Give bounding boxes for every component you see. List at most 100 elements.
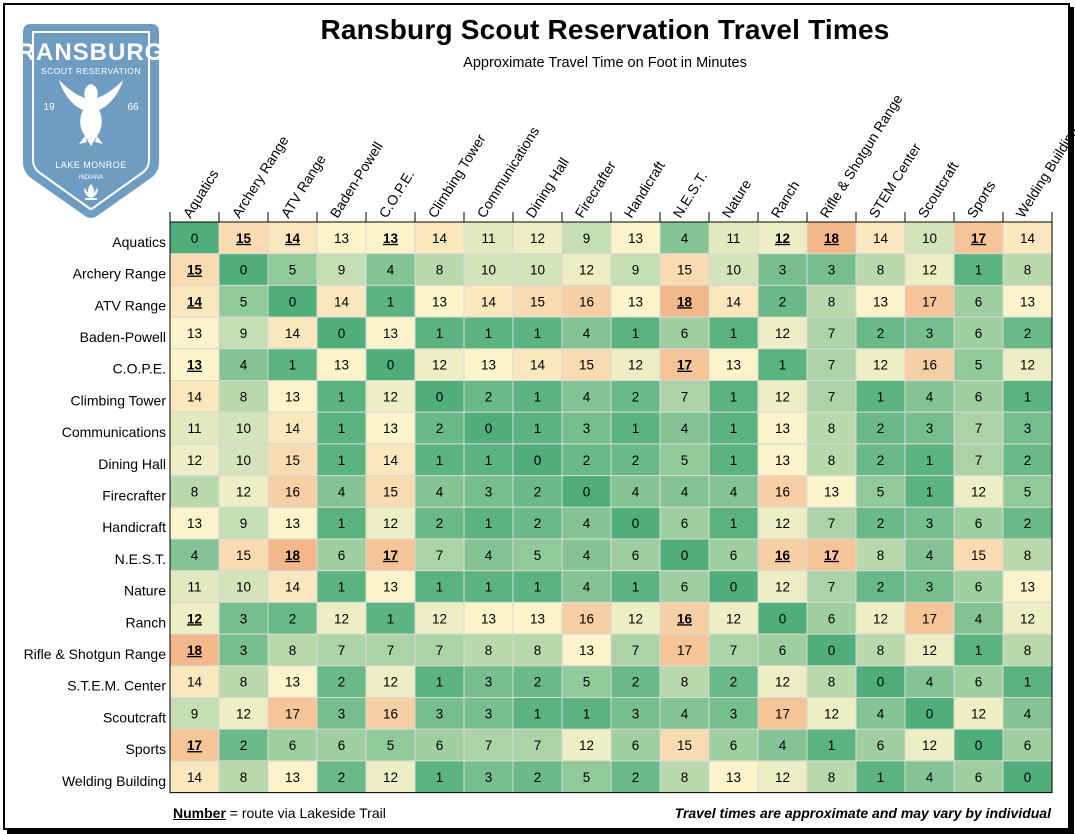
- cell-value: 4: [779, 738, 787, 753]
- cell-value: 2: [534, 516, 542, 531]
- cell-value: 4: [240, 358, 248, 373]
- cell-value: 3: [1024, 421, 1032, 436]
- heatmap-cell: [1002, 221, 1053, 255]
- heatmap-cell: [316, 506, 367, 540]
- cell-value: 7: [338, 643, 346, 658]
- cell-value: 9: [338, 263, 346, 278]
- cell-value: 12: [187, 453, 202, 468]
- heatmap-cell: [463, 221, 514, 255]
- heatmap-cell: [806, 506, 857, 540]
- cell-value: 8: [681, 675, 689, 690]
- row-label: Archery Range: [73, 266, 167, 282]
- heatmap-cell: [316, 760, 367, 794]
- heatmap-cell: [512, 697, 563, 730]
- heatmap-cell: [953, 443, 1004, 477]
- cell-value: 13: [187, 358, 203, 373]
- cell-value: 13: [383, 421, 398, 436]
- heatmap-cell: [218, 601, 269, 635]
- cell-value: 1: [1024, 389, 1032, 404]
- row-label: S.T.E.M. Center: [67, 678, 166, 694]
- heatmap-cell: [218, 348, 269, 381]
- heatmap-cell: [904, 348, 955, 381]
- heatmap-cell: [218, 633, 269, 667]
- cell-value: 1: [485, 453, 493, 468]
- cell-value: 7: [485, 738, 493, 753]
- cell-value: 4: [681, 484, 689, 499]
- cell-value: 9: [240, 326, 248, 341]
- heatmap-cell: [169, 633, 220, 667]
- cell-value: 8: [877, 263, 885, 278]
- cell-value: 12: [579, 263, 594, 278]
- heatmap-cell: [169, 284, 220, 318]
- cell-value: 12: [873, 358, 888, 373]
- heatmap-cell: [610, 601, 661, 635]
- cell-value: 1: [338, 421, 346, 436]
- heatmap-cell: [365, 633, 416, 667]
- heatmap-cell: [610, 633, 661, 667]
- cell-value: 2: [338, 770, 346, 785]
- cell-value: 13: [334, 358, 349, 373]
- cell-value: 1: [828, 738, 836, 753]
- cell-value: 13: [1020, 294, 1035, 309]
- cell-value: 5: [975, 358, 983, 373]
- cell-value: 4: [338, 484, 346, 499]
- cell-value: 12: [775, 770, 790, 785]
- cell-value: 3: [730, 706, 738, 721]
- heatmap-cell: [463, 284, 514, 318]
- heatmap-cell: [512, 475, 563, 508]
- heatmap-cell: [267, 411, 318, 445]
- cell-value: 13: [334, 231, 349, 246]
- cell-value: 8: [1024, 643, 1032, 658]
- cell-value: 4: [583, 326, 591, 341]
- heatmap-cell: [659, 316, 710, 350]
- heatmap-cell: [659, 601, 710, 635]
- footer-legend-word: Number: [173, 805, 226, 821]
- heatmap-cell: [708, 475, 759, 508]
- cell-value: 6: [730, 548, 738, 563]
- heatmap-cell: [1002, 728, 1053, 762]
- cell-value: 0: [632, 516, 640, 531]
- cell-value: 0: [436, 389, 444, 404]
- cell-value: 3: [485, 484, 493, 499]
- cell-value: 3: [779, 263, 787, 278]
- cell-value: 1: [436, 675, 444, 690]
- cell-value: 2: [436, 421, 444, 436]
- cell-value: 15: [677, 738, 692, 753]
- heatmap-cell: [267, 538, 318, 572]
- cell-value: 8: [534, 643, 542, 658]
- cell-value: 14: [334, 294, 350, 309]
- cell-value: 10: [481, 263, 496, 278]
- heatmap-cell: [904, 633, 955, 667]
- heatmap-cell: [1002, 348, 1053, 381]
- heatmap-cell: [855, 253, 906, 286]
- cell-value: 7: [828, 326, 836, 341]
- heatmap-cell: [365, 728, 416, 762]
- cell-value: 4: [681, 706, 689, 721]
- heatmap-cell: [218, 665, 269, 698]
- cell-value: 1: [436, 770, 444, 785]
- cell-value: 10: [726, 263, 741, 278]
- heatmap-cell: [218, 221, 269, 255]
- cell-value: 12: [334, 611, 349, 626]
- column-label: C.O.P.E.: [375, 167, 417, 221]
- heatmap-cell: [218, 411, 269, 445]
- heatmap-cell: [806, 284, 857, 318]
- logo-year-right: 66: [127, 102, 139, 113]
- heatmap-cell: [904, 221, 955, 255]
- heatmap-cell: [1002, 316, 1053, 350]
- heatmap-cell: [218, 316, 269, 350]
- heatmap-cell: [659, 284, 710, 318]
- heatmap-cell: [267, 570, 318, 603]
- cell-value: 2: [534, 770, 542, 785]
- cell-value: 13: [824, 484, 839, 499]
- heatmap-cell: [708, 411, 759, 445]
- heatmap-cell: [708, 728, 759, 762]
- heatmap-cell: [316, 284, 367, 318]
- cell-value: 16: [775, 548, 791, 563]
- row-label: Baden-Powell: [80, 329, 166, 345]
- heatmap-cell: [659, 506, 710, 540]
- heatmap-cell: [414, 506, 465, 540]
- heatmap-cell: [953, 316, 1004, 350]
- cell-value: 12: [775, 231, 790, 246]
- heatmap-cell: [169, 316, 220, 350]
